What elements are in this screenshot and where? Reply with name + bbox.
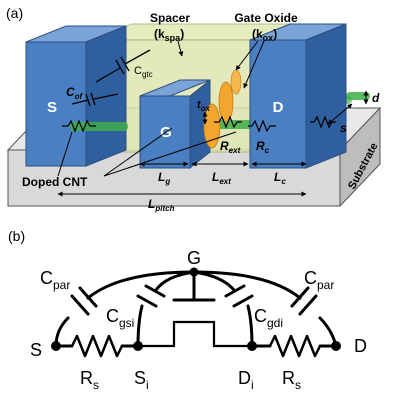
panel-a: (a) S xyxy=(6,5,382,213)
rc-label: Rc xyxy=(256,139,270,155)
dimension-lg: Lg xyxy=(139,161,189,186)
cgsi-capacitor xyxy=(136,284,166,308)
rs-right-label: Rs xyxy=(282,368,301,392)
node-d-dot xyxy=(331,341,341,351)
rext-resistor xyxy=(214,115,242,129)
node-s-label: S xyxy=(30,340,42,360)
doped-cnt-leaders xyxy=(57,127,237,177)
gate-oxide xyxy=(203,69,242,149)
cnt-resistor-left xyxy=(62,119,96,133)
gate-block: G xyxy=(139,78,211,170)
gate-oxide-layer-1 xyxy=(218,81,234,123)
drain-block: D xyxy=(249,23,347,169)
gate-oxide-layer-2 xyxy=(203,103,221,149)
svg-text:Lext: Lext xyxy=(212,170,231,186)
source-block-label: S xyxy=(47,99,57,116)
node-s-dot xyxy=(51,341,61,351)
node-g-dot xyxy=(189,267,199,277)
dimension-lpitch: Lpitch xyxy=(57,191,307,213)
svg-text:Lc: Lc xyxy=(274,170,286,186)
gate-oxide-title: Gate Oxide xyxy=(234,11,298,25)
cpar-right-label: Cpar xyxy=(304,268,334,292)
cof-capacitor xyxy=(71,92,119,107)
node-d-label: D xyxy=(354,336,367,356)
svg-text:Lg: Lg xyxy=(158,170,170,186)
node-di-dot xyxy=(247,341,257,351)
node-si-dot xyxy=(133,341,143,351)
spacer-title: Spacer xyxy=(150,11,190,25)
gate-oxide-arrow-1 xyxy=(235,40,259,71)
cpar-right-capacitor xyxy=(290,286,318,316)
spacer-k-label: (kspa) xyxy=(154,27,184,43)
drain-block-label: D xyxy=(273,99,284,116)
cof-label: Cof xyxy=(66,85,84,101)
cgtc-capacitor xyxy=(95,49,151,83)
svg-text:Lpitch: Lpitch xyxy=(148,197,175,213)
cpar-left-label: Cpar xyxy=(40,268,70,292)
cgdi-capacitor xyxy=(224,284,254,308)
doped-cnt-label: Doped CNT xyxy=(22,175,88,189)
gate-oxide-k-label: (kox) xyxy=(252,27,277,43)
cgsi-label: Cgsi xyxy=(106,306,134,330)
node-si-label: Si xyxy=(134,368,149,392)
panel-b-label: (b) xyxy=(8,228,25,244)
s-label: s xyxy=(340,121,347,135)
cgtc-label: Cgtc xyxy=(134,65,153,79)
node-di-label: Di xyxy=(238,368,254,392)
spacer-arrow xyxy=(177,40,184,57)
circuit-wires xyxy=(54,270,338,348)
rs-right-resistor xyxy=(268,334,322,358)
rs-left-resistor xyxy=(70,334,124,358)
tox-label: tox xyxy=(197,99,211,113)
dimension-lc: Lc xyxy=(251,161,307,186)
rext-label: Rext xyxy=(220,139,241,155)
gate-oxide-layer-3 xyxy=(230,69,242,95)
rc-resistor xyxy=(248,119,276,133)
s-marker xyxy=(327,103,353,125)
d-label: d xyxy=(372,91,380,105)
panel-b: (b) xyxy=(8,228,367,392)
rs-left-label: Rs xyxy=(80,368,99,392)
node-g-label: G xyxy=(187,248,201,268)
dimension-lext: Lext xyxy=(191,161,249,186)
panel-a-label: (a) xyxy=(6,5,23,21)
cpar-left-capacitor xyxy=(70,286,98,316)
gate-oxide-arrow-2 xyxy=(243,40,265,89)
cgdi-label: Cgdi xyxy=(254,306,283,330)
